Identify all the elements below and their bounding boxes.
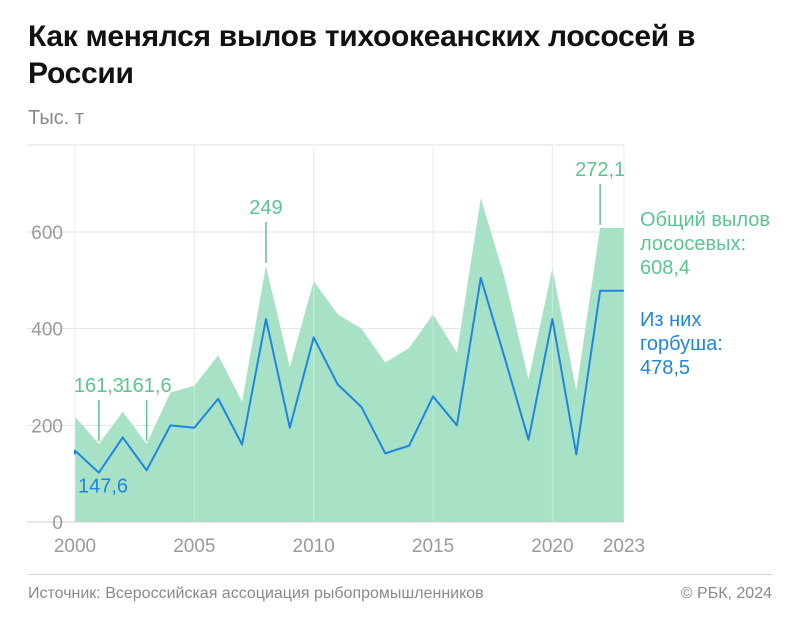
y-tick-label: 600 <box>31 223 63 244</box>
y-tick-label: 200 <box>31 416 63 437</box>
series-end-label: Общий вылов <box>640 209 770 231</box>
x-tick-label: 2023 <box>603 536 645 557</box>
total-catch-area <box>75 198 624 523</box>
annotation-label: 249 <box>249 197 282 219</box>
series-end-label: 608,4 <box>640 257 690 279</box>
annotation-label: 272,1 <box>575 159 625 181</box>
chart-title: Как менялся вылов тихоокеанских лососей … <box>28 20 696 90</box>
copyright: © РБК, 2024 <box>680 585 772 602</box>
source-note: Источник: Всероссийская ассоциация рыбоп… <box>28 585 484 602</box>
x-tick-label: 2010 <box>293 536 335 557</box>
x-tick-label: 2020 <box>531 536 573 557</box>
y-tick-label: 0 <box>52 513 63 534</box>
pink-salmon-line <box>74 276 624 474</box>
annotation-label: 161,3 <box>74 375 124 397</box>
series-end-label: 478,5 <box>640 357 690 379</box>
x-tick-label: 2000 <box>54 536 96 557</box>
y-axis-unit-label: Тыс. т <box>28 107 84 129</box>
x-tick-label: 2015 <box>412 536 454 557</box>
annotation-label: 161,6 <box>122 375 172 397</box>
series-end-label: горбуша: <box>640 333 723 355</box>
series-end-label: Из них <box>640 309 701 331</box>
y-tick-label: 400 <box>31 320 63 341</box>
footer-divider <box>28 574 773 575</box>
annotation-label: 147,6 <box>78 476 128 498</box>
x-tick-label: 2005 <box>173 536 215 557</box>
series-end-label: лососевых: <box>640 233 746 255</box>
